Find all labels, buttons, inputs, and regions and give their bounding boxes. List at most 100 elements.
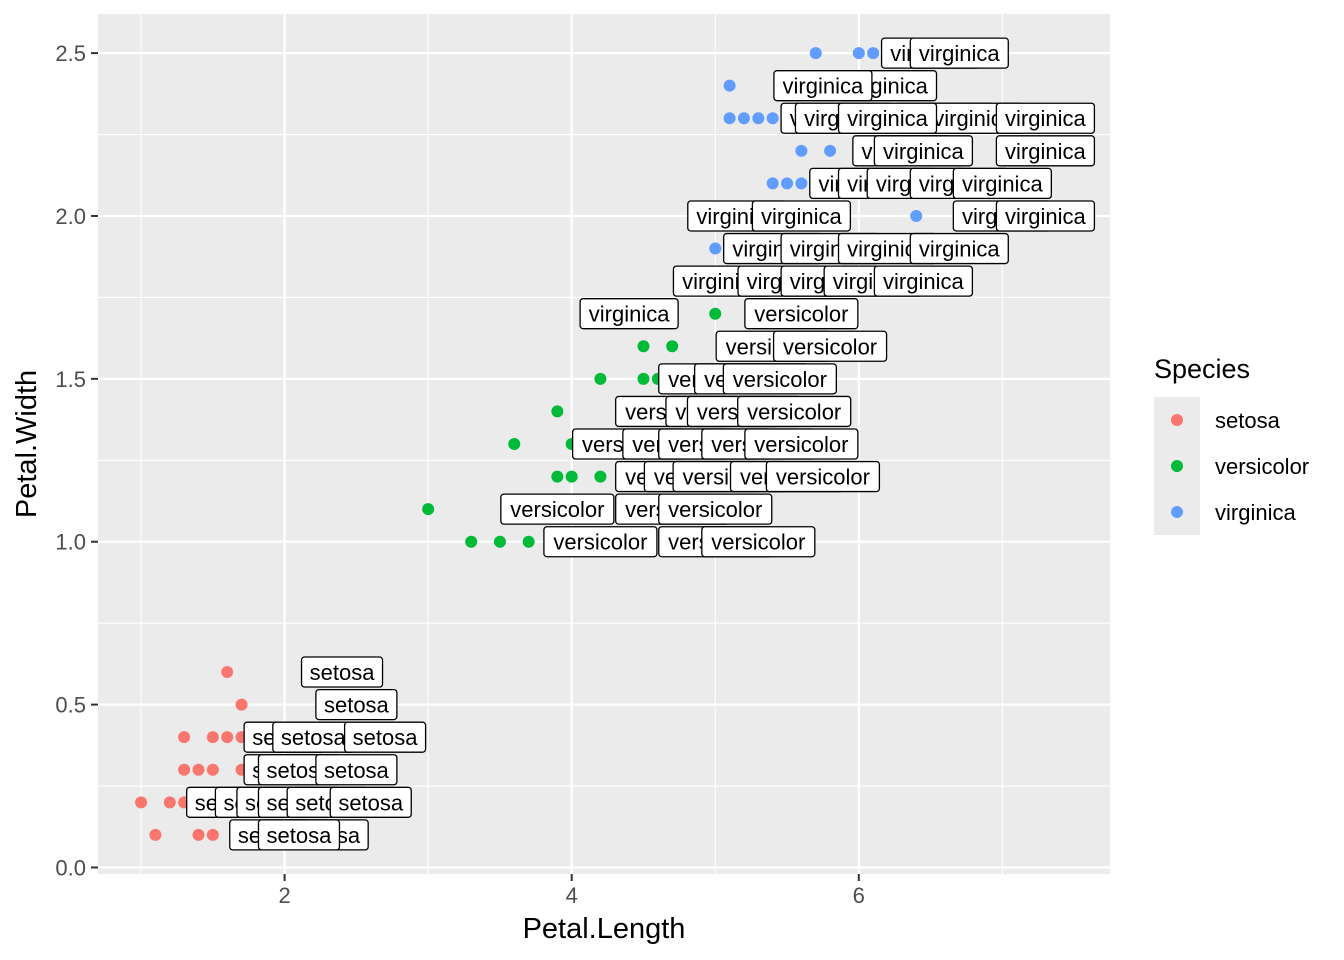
point-label-setosa: setosa xyxy=(315,754,398,786)
data-point-versicolor xyxy=(594,470,607,483)
data-point-versicolor xyxy=(637,340,650,353)
point-label-text: virginica xyxy=(1005,106,1086,131)
point-label-text: virginica xyxy=(962,171,1043,196)
legend-label-setosa: setosa xyxy=(1215,408,1281,433)
data-point-virginica xyxy=(723,79,736,92)
point-label-text: versicolor xyxy=(754,432,848,457)
y-tick-label: 1.5 xyxy=(55,367,86,392)
point-label-text: versicolor xyxy=(553,530,647,555)
y-tick-label: 0.0 xyxy=(55,855,86,880)
point-label-setosa: setosa xyxy=(257,819,341,851)
point-label-text: virginica xyxy=(1005,204,1086,229)
legend: Species setosa versicolor virginica xyxy=(1154,354,1309,535)
point-label-text: setosa xyxy=(338,790,404,815)
y-tick-label: 2.0 xyxy=(55,204,86,229)
data-point-versicolor xyxy=(508,438,521,450)
point-label-versicolor: versicolor xyxy=(722,363,837,395)
x-tick-label: 2 xyxy=(278,883,290,908)
data-point-virginica xyxy=(824,144,837,157)
x-axis-title: Petal.Length xyxy=(523,913,686,945)
x-tick-label: 4 xyxy=(566,883,578,908)
point-label-versicolor: versicolor xyxy=(543,526,658,558)
y-axis: 0.0 0.5 1.0 1.5 2.0 2.5 xyxy=(55,41,98,880)
point-label-text: versicolor xyxy=(747,399,841,424)
data-point-virginica xyxy=(795,177,808,190)
legend-title: Species xyxy=(1154,354,1250,384)
point-label-text: setosa xyxy=(281,725,347,750)
point-label-versicolor: versicolor xyxy=(500,493,615,525)
point-label-versicolor: versicolor xyxy=(658,493,773,525)
data-point-versicolor xyxy=(551,470,564,483)
point-label-text: versicolor xyxy=(754,302,848,327)
legend-key-versicolor xyxy=(1171,460,1183,472)
point-label-text: virginica xyxy=(589,302,670,327)
data-point-virginica xyxy=(723,112,736,125)
point-label-text: versicolor xyxy=(733,367,827,392)
data-point-setosa xyxy=(206,763,219,776)
point-label-virginica: virginica xyxy=(873,265,974,297)
legend-key-setosa xyxy=(1171,414,1183,426)
point-label-text: setosa xyxy=(324,758,390,783)
point-label-virginica: virginica xyxy=(579,298,679,330)
data-point-versicolor xyxy=(666,340,679,353)
point-label-text: virginica xyxy=(919,41,1000,66)
point-label-versicolor: versicolor xyxy=(765,460,881,493)
point-label-text: setosa xyxy=(353,725,419,750)
point-label-text: virginica xyxy=(883,269,964,294)
data-point-setosa xyxy=(178,731,191,744)
data-point-setosa xyxy=(206,828,219,841)
data-point-virginica xyxy=(766,112,779,125)
data-point-versicolor xyxy=(522,535,535,548)
point-label-virginica: virginica xyxy=(952,167,1052,200)
data-point-versicolor xyxy=(422,503,435,516)
data-point-virginica xyxy=(766,177,779,190)
data-point-virginica xyxy=(809,47,822,60)
point-label-text: versicolor xyxy=(668,497,762,522)
data-point-virginica xyxy=(709,242,722,255)
legend-key-virginica xyxy=(1171,506,1183,518)
x-axis: 2 4 6 xyxy=(278,874,865,908)
point-label-text: virginica xyxy=(847,106,928,131)
data-point-setosa xyxy=(163,796,176,809)
data-point-versicolor xyxy=(709,307,722,320)
point-label-virginica: virginica xyxy=(995,135,1096,167)
point-label-setosa: setosa xyxy=(300,656,384,688)
legend-label-virginica: virginica xyxy=(1215,500,1296,525)
point-label-virginica: virginica xyxy=(873,135,974,167)
point-label-text: versicolor xyxy=(510,497,604,522)
data-point-setosa xyxy=(149,828,162,841)
data-point-virginica xyxy=(867,47,880,60)
point-label-text: virginica xyxy=(883,139,964,164)
y-tick-label: 1.0 xyxy=(55,530,86,555)
data-point-virginica xyxy=(781,177,794,190)
x-tick-label: 6 xyxy=(853,883,865,908)
data-point-virginica xyxy=(737,112,750,125)
point-label-virginica: virginica xyxy=(773,70,873,102)
data-point-versicolor xyxy=(551,405,564,418)
data-point-virginica xyxy=(852,47,865,60)
point-label-versicolor: versicolor xyxy=(701,526,816,558)
legend-label-versicolor: versicolor xyxy=(1215,454,1309,479)
data-point-setosa xyxy=(235,698,248,711)
point-label-virginica: virginica xyxy=(995,102,1096,134)
point-label-text: setosa xyxy=(310,660,376,685)
data-point-virginica xyxy=(752,112,765,125)
y-axis-title: Petal.Width xyxy=(11,370,43,518)
point-label-versicolor: versicolor xyxy=(737,395,852,428)
point-label-text: virginica xyxy=(919,237,1000,262)
point-label-text: virginica xyxy=(1005,139,1086,164)
data-point-setosa xyxy=(206,731,219,744)
data-point-versicolor xyxy=(565,470,578,483)
y-tick-label: 0.5 xyxy=(55,693,86,718)
data-point-setosa xyxy=(192,828,205,841)
data-point-setosa xyxy=(192,763,205,776)
point-label-setosa: setosa xyxy=(272,721,355,753)
point-label-text: versicolor xyxy=(776,465,870,490)
data-point-setosa xyxy=(221,666,234,679)
point-label-text: setosa xyxy=(267,823,333,848)
point-label-text: virginica xyxy=(783,74,864,99)
data-point-virginica xyxy=(910,209,923,222)
data-point-versicolor xyxy=(594,372,607,385)
point-label-virginica: virginica xyxy=(995,200,1096,232)
